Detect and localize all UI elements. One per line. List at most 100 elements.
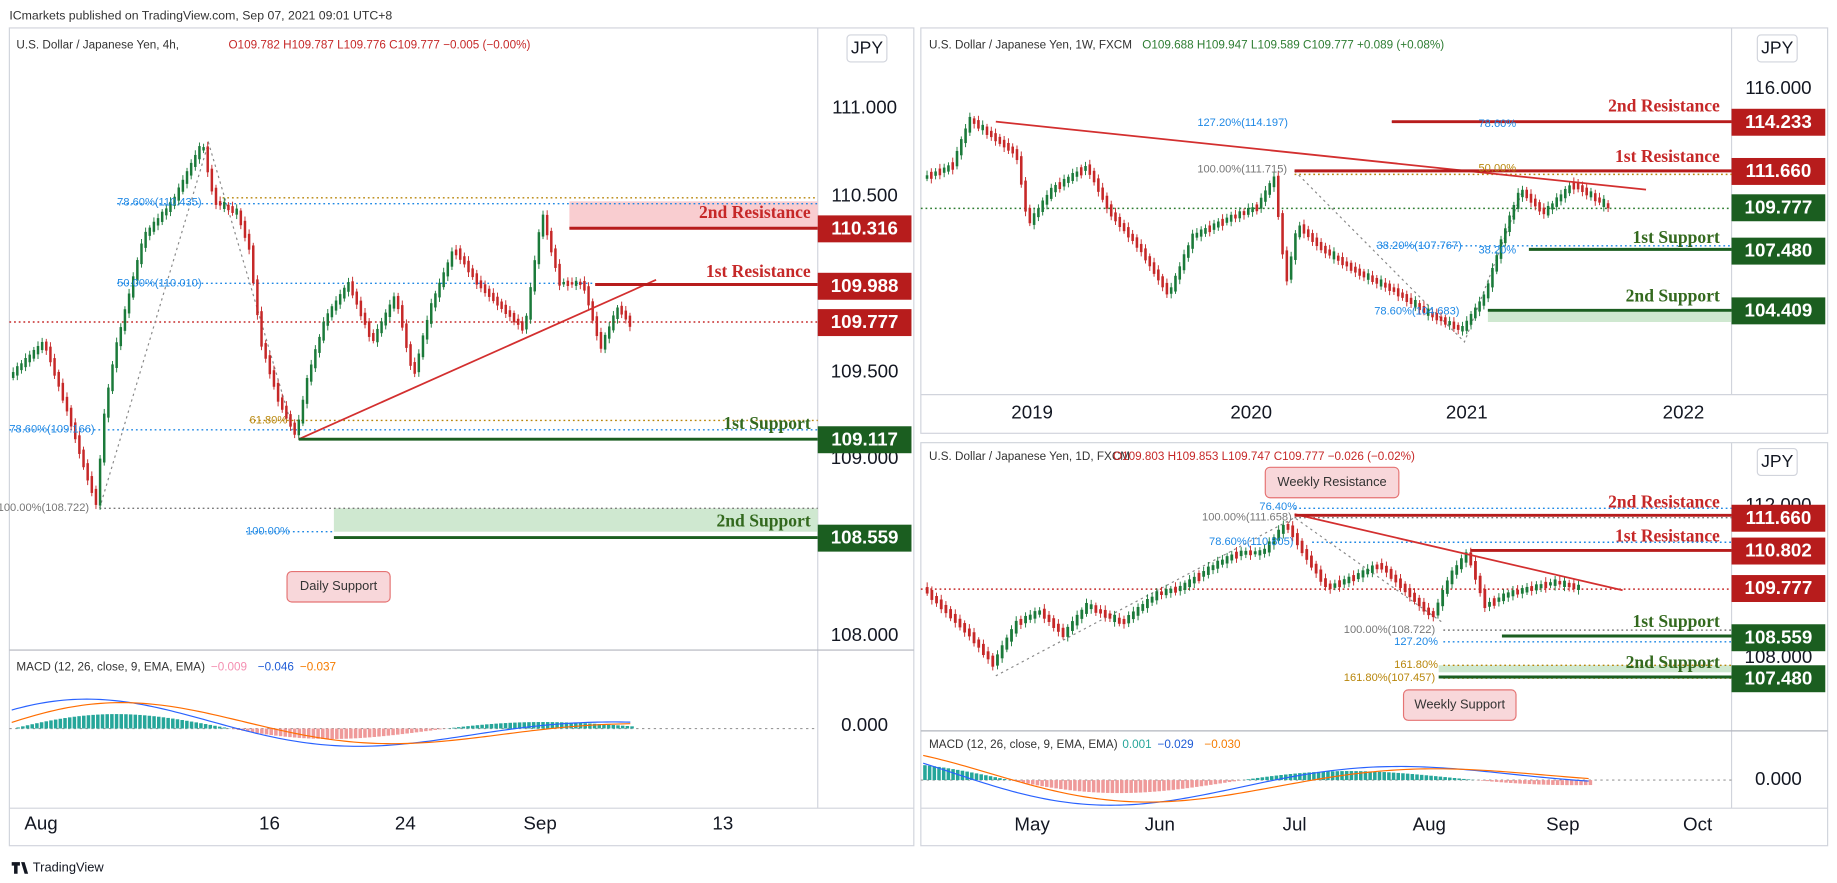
macd-histogram — [630, 726, 634, 729]
candle-body — [1497, 597, 1501, 602]
candle-body — [140, 243, 143, 265]
time-axis-label: Aug — [1413, 814, 1446, 835]
candle-body — [960, 139, 963, 156]
candle-body — [1075, 614, 1079, 626]
macd-histogram — [592, 723, 597, 729]
time-axis-label: 2021 — [1446, 401, 1488, 422]
candle-body — [1251, 207, 1254, 213]
candle-body — [1417, 597, 1421, 607]
candle-body — [359, 300, 363, 317]
macd-histogram — [1359, 771, 1363, 781]
candle-body — [119, 327, 123, 347]
ohlc: O109.782 H109.787 L109.776 C109.777 −0.0… — [228, 39, 530, 52]
candle-body — [1045, 194, 1049, 205]
candle-body — [1375, 564, 1379, 570]
macd-histogram — [58, 718, 63, 729]
candle-body — [1038, 610, 1042, 615]
candle-body — [1445, 580, 1449, 594]
candle-body — [981, 124, 984, 131]
panel-title: U.S. Dollar / Japanese Yen, 1W, FXCM — [929, 39, 1132, 52]
macd-histogram — [503, 723, 508, 729]
candle-body — [1015, 149, 1019, 161]
macd-histogram — [410, 728, 414, 733]
candle-body — [1516, 589, 1520, 595]
level-name: 1st Resistance — [1615, 526, 1720, 546]
macd-histogram — [1110, 780, 1115, 794]
macd-histogram — [1494, 780, 1499, 782]
macd-histogram — [395, 728, 400, 735]
candle-body — [1553, 579, 1557, 586]
time-axis-label: Sep — [1546, 814, 1579, 835]
candle-body — [1108, 613, 1112, 619]
candle-body — [471, 268, 474, 278]
candle-body — [953, 613, 957, 623]
candle-body — [82, 449, 85, 468]
candle-body — [98, 458, 102, 506]
candle-body — [177, 187, 180, 201]
candle-body — [1263, 548, 1266, 554]
candle-body — [388, 304, 392, 317]
candle-body — [1032, 213, 1036, 225]
level-name: 1st Support — [1632, 227, 1720, 247]
candle-body — [1483, 588, 1487, 609]
candle-body — [1371, 275, 1374, 282]
macd-histogram — [1026, 780, 1030, 784]
candle-body — [1439, 316, 1443, 322]
level-name: 1st Resistance — [706, 261, 811, 281]
candle-body — [516, 318, 520, 325]
candle-body — [1234, 214, 1237, 219]
macd-histogram — [44, 721, 49, 729]
macd-histogram — [932, 766, 937, 781]
price-tag-text: 107.480 — [1745, 240, 1813, 261]
macd-histogram — [21, 726, 25, 729]
level-name: 2nd Support — [1626, 652, 1720, 672]
candle-body — [1465, 320, 1469, 331]
candle-body — [343, 287, 346, 299]
candle-body — [972, 118, 976, 124]
fib-label: 50.00% — [1479, 162, 1517, 174]
candle-body — [595, 316, 599, 337]
macd-histogram — [998, 778, 1002, 781]
macd-histogram — [1490, 780, 1494, 782]
macd-histogram — [1204, 780, 1208, 786]
candle-body — [1413, 592, 1416, 602]
candle-body — [1229, 214, 1233, 222]
macd-histogram — [222, 727, 227, 729]
candle-body — [256, 279, 259, 316]
candle-body — [1555, 197, 1558, 207]
candle-body — [1602, 198, 1606, 207]
macd-histogram — [1227, 780, 1232, 783]
macd-histogram — [1059, 780, 1063, 790]
currency: JPY — [1761, 38, 1793, 58]
candle-body — [392, 296, 396, 309]
candle-body — [74, 422, 77, 440]
candle-body — [1217, 221, 1220, 228]
macd-histogram — [367, 728, 372, 738]
candle-body — [1066, 626, 1070, 637]
macd-histogram — [1363, 771, 1368, 781]
macd-histogram — [278, 728, 283, 737]
candle-body — [562, 281, 565, 285]
level-zone — [569, 201, 818, 229]
candle-body — [496, 296, 499, 306]
macd-histogram — [1541, 780, 1546, 785]
callout-text: Weekly Support — [1414, 697, 1505, 712]
candle-body — [1259, 197, 1263, 209]
candle-body — [1161, 276, 1164, 288]
macd-histogram — [1326, 771, 1330, 781]
candle-body — [1589, 191, 1593, 198]
candle-body — [1216, 560, 1220, 569]
candle-body — [1469, 552, 1473, 566]
macd-value: −0.037 — [300, 661, 336, 674]
candle-body — [1488, 601, 1491, 607]
macd-histogram — [1279, 775, 1283, 781]
macd-histogram — [1171, 780, 1176, 790]
macd-histogram — [72, 716, 77, 729]
candle-body — [202, 147, 205, 151]
candle-body — [1150, 596, 1154, 603]
candle-body — [500, 301, 503, 309]
macd-histogram — [1433, 776, 1438, 781]
candle-body — [1332, 251, 1336, 260]
signal-line — [923, 754, 1589, 803]
macd-histogram — [1419, 774, 1424, 781]
